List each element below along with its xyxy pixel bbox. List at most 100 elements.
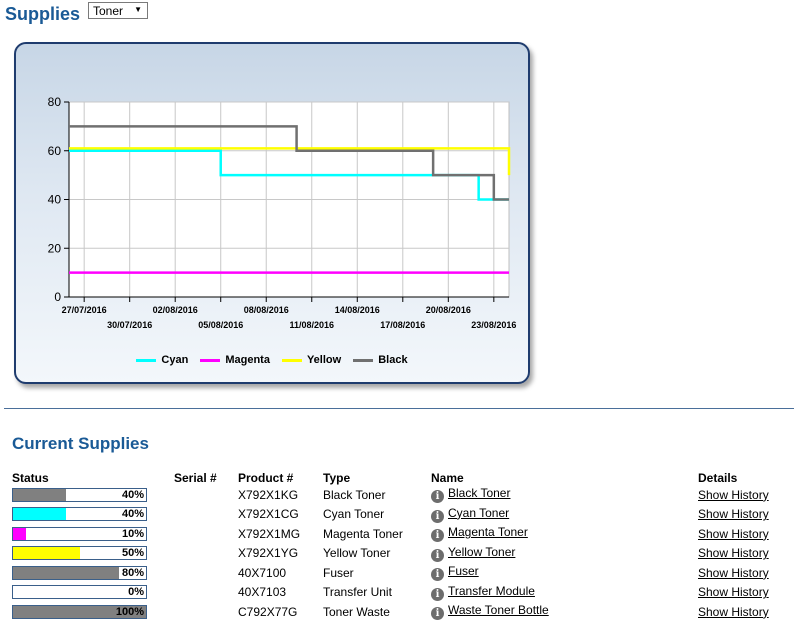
type-cell: Toner Waste <box>323 604 390 619</box>
supplies-table: Status Serial # Product # Type Name Deta… <box>12 466 788 622</box>
details-cell: Show History <box>698 563 788 583</box>
chart-legend: Cyan Magenta Yellow Black <box>16 354 528 366</box>
show-history-link[interactable]: Show History <box>698 565 769 580</box>
product-cell: X792X1KG <box>238 487 299 502</box>
x-tick-label: 27/07/2016 <box>62 305 107 315</box>
legend-item: Black <box>353 354 408 366</box>
table-row: 100% C792X77G Toner Waste i Waste Toner Bott… <box>12 602 788 622</box>
type-cell: Transfer Unit <box>323 585 392 600</box>
legend-item: Cyan <box>136 354 188 366</box>
supply-type-select[interactable]: Toner ▼ <box>88 2 148 19</box>
type-cell: Fuser <box>323 565 354 580</box>
details-cell: Show History <box>698 505 788 525</box>
info-icon[interactable]: i <box>431 587 444 601</box>
info-icon[interactable]: i <box>431 490 444 504</box>
status-bar-fill <box>13 508 67 521</box>
supplies-chart-panel: 0 20 40 60 80 27/07/2016 30/07/2016 02/08/2016 0… <box>14 42 530 384</box>
table-row: 40% X792X1KG Black Toner i Black Toner Show H… <box>12 485 788 505</box>
y-tick-label: 80 <box>48 95 62 109</box>
status-cell: 40% <box>12 485 174 505</box>
status-bar: 50% <box>12 546 147 561</box>
status-percent: 10% <box>121 527 144 540</box>
info-icon[interactable]: i <box>431 568 444 582</box>
status-bar: 40% <box>12 507 147 522</box>
supply-name-link[interactable]: Magenta Toner <box>448 525 528 540</box>
serial-cell <box>174 505 238 525</box>
supply-name-link[interactable]: Transfer Module <box>448 583 535 598</box>
x-tick-label: 08/08/2016 <box>244 305 289 315</box>
current-supplies-title: Current Supplies <box>12 434 149 453</box>
table-row: 40% X792X1CG Cyan Toner i Cyan Toner Show His… <box>12 505 788 525</box>
table-row: 80% 40X7100 Fuser i Fuser Show History <box>12 563 788 583</box>
details-cell: Show History <box>698 544 788 564</box>
legend-swatch <box>200 358 221 362</box>
legend-item: Yellow <box>281 354 342 366</box>
column-header-serial: Serial # <box>174 471 217 485</box>
supply-name-link[interactable]: Cyan Toner <box>448 505 510 520</box>
name-cell: i Waste Toner Bottle <box>431 602 698 622</box>
column-header-details: Details <box>698 471 738 485</box>
type-cell: Yellow Toner <box>323 546 391 561</box>
status-bar: 80% <box>12 565 147 580</box>
supply-name-link[interactable]: Black Toner <box>448 486 511 501</box>
legend-label: Yellow <box>306 354 342 366</box>
product-cell: X792X1YG <box>238 546 299 561</box>
table-row: 10% X792X1MG Magenta Toner i Magenta Toner Sh… <box>12 524 788 544</box>
serial-cell <box>174 563 238 583</box>
x-tick-label: 30/07/2016 <box>107 320 152 330</box>
show-history-link[interactable]: Show History <box>698 546 769 561</box>
legend-label: Black <box>378 354 408 366</box>
table-row: 0% 40X7103 Transfer Unit i Transfer Module Sh… <box>12 583 788 603</box>
info-icon[interactable]: i <box>431 509 444 523</box>
status-cell: 40% <box>12 505 174 525</box>
show-history-link[interactable]: Show History <box>698 507 769 522</box>
supply-type-value: Toner <box>93 4 124 18</box>
status-cell: 80% <box>12 563 174 583</box>
legend-item: Magenta <box>200 354 270 366</box>
series-line-cyan <box>69 149 509 201</box>
x-tick-label: 11/08/2016 <box>289 320 334 330</box>
info-icon[interactable]: i <box>431 607 444 621</box>
product-cell: 40X7103 <box>238 585 287 600</box>
product-cell: X792X1MG <box>238 526 301 541</box>
name-cell: i Magenta Toner <box>431 524 698 544</box>
table-header-row: Status Serial # Product # Type Name Deta… <box>12 466 788 485</box>
status-bar-fill <box>13 488 67 501</box>
type-cell: Cyan Toner <box>323 507 385 522</box>
section-divider <box>4 408 794 409</box>
name-cell: i Cyan Toner <box>431 505 698 525</box>
x-tick-label: 02/08/2016 <box>153 305 198 315</box>
x-tick-label: 05/08/2016 <box>198 320 243 330</box>
details-cell: Show History <box>698 524 788 544</box>
supply-name-link[interactable]: Yellow Toner <box>448 544 516 559</box>
supply-name-link[interactable]: Fuser <box>448 564 479 579</box>
status-percent: 100% <box>115 605 144 618</box>
product-cell: 40X7100 <box>238 565 287 580</box>
type-cell: Magenta Toner <box>323 526 403 541</box>
show-history-link[interactable]: Show History <box>698 585 769 600</box>
status-percent: 40% <box>121 488 144 501</box>
status-bar-fill <box>13 605 146 618</box>
y-tick-label: 60 <box>48 144 62 158</box>
status-percent: 40% <box>121 508 144 521</box>
serial-cell <box>174 485 238 505</box>
supply-name-link[interactable]: Waste Toner Bottle <box>448 603 549 618</box>
column-header-status: Status <box>12 471 49 485</box>
y-tick-label: 40 <box>48 193 62 207</box>
show-history-link[interactable]: Show History <box>698 487 769 502</box>
info-icon[interactable]: i <box>431 529 444 543</box>
serial-cell <box>174 524 238 544</box>
name-cell: i Fuser <box>431 563 698 583</box>
show-history-link[interactable]: Show History <box>698 526 769 541</box>
supplies-chart: 02040608027/07/201630/07/201602/08/20160… <box>48 95 517 330</box>
series-line-black <box>69 125 509 201</box>
serial-cell <box>174 544 238 564</box>
info-icon[interactable]: i <box>431 548 444 562</box>
serial-cell <box>174 602 238 622</box>
legend-swatch <box>353 358 374 362</box>
details-cell: Show History <box>698 485 788 505</box>
column-header-type: Type <box>323 471 351 485</box>
show-history-link[interactable]: Show History <box>698 604 769 619</box>
column-header-product: Product # <box>238 471 294 485</box>
name-cell: i Black Toner <box>431 485 698 505</box>
